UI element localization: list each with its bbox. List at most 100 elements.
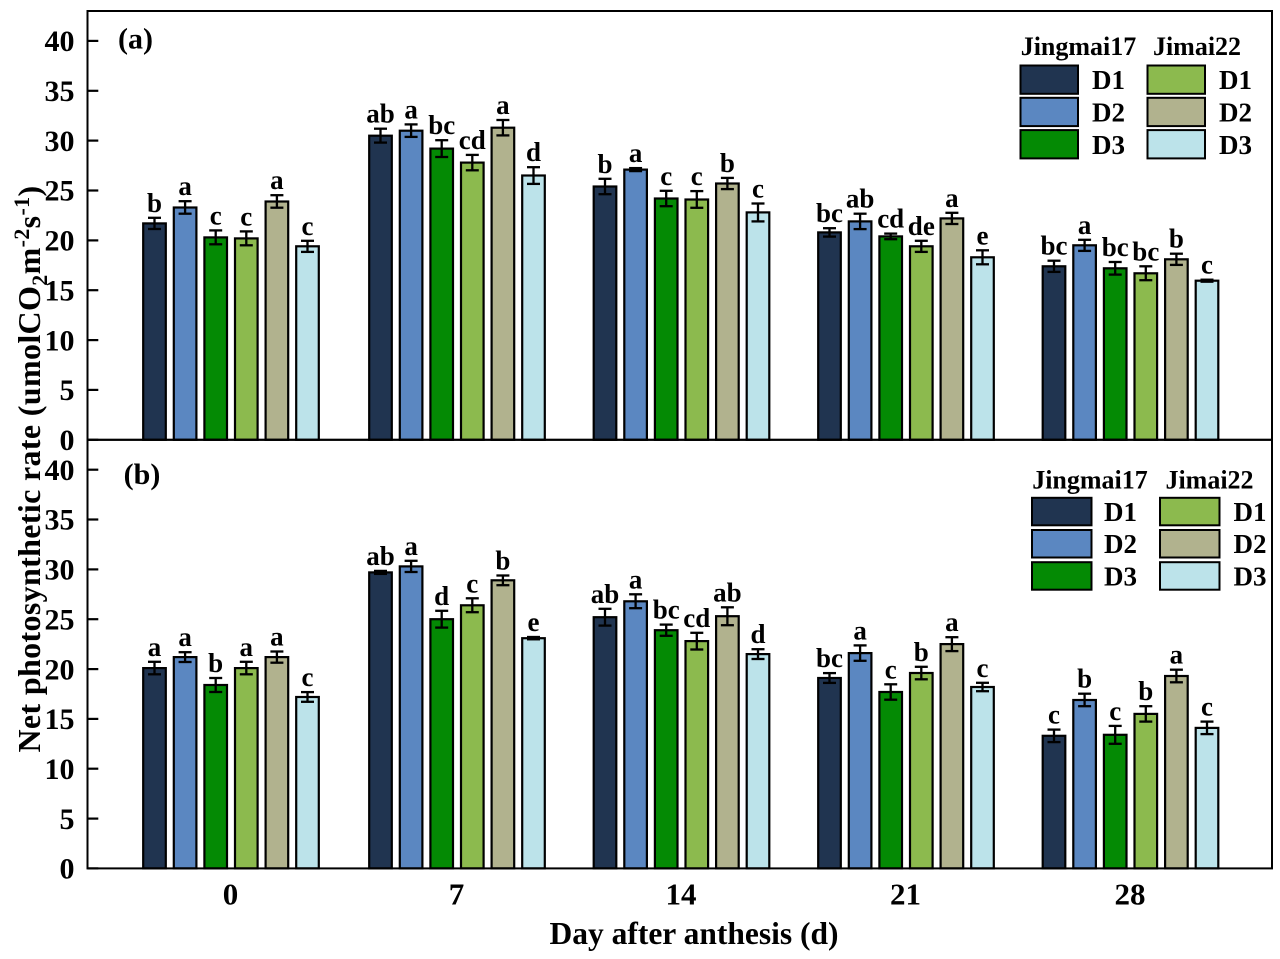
svg-text:a: a <box>496 90 510 120</box>
svg-text:c: c <box>977 653 989 683</box>
svg-text:Day after anthesis (d): Day after anthesis (d) <box>550 916 839 951</box>
svg-text:d: d <box>750 619 765 649</box>
svg-text:7: 7 <box>449 876 465 911</box>
svg-text:c: c <box>1201 250 1213 280</box>
svg-text:Jingmai17: Jingmai17 <box>1021 32 1137 61</box>
svg-text:b: b <box>597 149 612 179</box>
svg-text:D2: D2 <box>1234 529 1267 559</box>
svg-text:c: c <box>466 568 478 598</box>
svg-text:c: c <box>885 654 897 684</box>
svg-text:c: c <box>210 200 222 230</box>
svg-text:40: 40 <box>45 25 75 58</box>
svg-text:a: a <box>1170 640 1184 670</box>
svg-text:0: 0 <box>223 876 239 911</box>
svg-text:D2: D2 <box>1092 98 1125 128</box>
svg-text:(a): (a) <box>118 23 153 56</box>
svg-text:e: e <box>977 220 989 250</box>
svg-text:a: a <box>148 632 162 662</box>
svg-text:a: a <box>629 138 643 168</box>
svg-text:ab: ab <box>366 99 395 129</box>
svg-text:a: a <box>853 615 867 645</box>
svg-text:D1: D1 <box>1104 497 1137 527</box>
svg-text:b: b <box>720 148 735 178</box>
svg-text:0: 0 <box>60 424 75 457</box>
svg-text:35: 35 <box>45 504 75 537</box>
svg-text:a: a <box>178 622 192 652</box>
svg-text:20: 20 <box>45 653 75 686</box>
svg-text:Jimai22: Jimai22 <box>1153 32 1241 61</box>
svg-text:D1: D1 <box>1219 65 1252 95</box>
svg-text:e: e <box>528 607 540 637</box>
svg-text:30: 30 <box>45 125 75 158</box>
svg-text:c: c <box>660 161 672 191</box>
svg-text:cd: cd <box>459 125 486 155</box>
svg-text:D3: D3 <box>1234 562 1267 592</box>
svg-text:D3: D3 <box>1104 562 1137 592</box>
svg-text:bc: bc <box>1041 231 1068 261</box>
svg-text:c: c <box>1109 696 1121 726</box>
svg-text:bc: bc <box>653 595 680 625</box>
svg-text:30: 30 <box>45 554 75 587</box>
svg-text:(b): (b) <box>124 458 161 491</box>
svg-text:c: c <box>691 161 703 191</box>
svg-text:c: c <box>240 201 252 231</box>
svg-text:b: b <box>495 546 510 576</box>
svg-text:15: 15 <box>45 703 75 736</box>
svg-text:bc: bc <box>816 198 843 228</box>
svg-text:a: a <box>629 564 643 594</box>
svg-text:a: a <box>240 632 254 662</box>
svg-text:10: 10 <box>45 753 75 786</box>
svg-text:25: 25 <box>45 175 75 208</box>
svg-text:a: a <box>404 94 418 124</box>
svg-text:a: a <box>178 171 192 201</box>
svg-text:c: c <box>302 211 314 241</box>
svg-text:c: c <box>302 662 314 692</box>
svg-text:c: c <box>752 174 764 204</box>
svg-text:D1: D1 <box>1234 497 1267 527</box>
svg-text:25: 25 <box>45 603 75 636</box>
svg-text:D1: D1 <box>1092 65 1125 95</box>
svg-text:D3: D3 <box>1219 130 1252 160</box>
svg-text:b: b <box>147 188 162 218</box>
svg-text:d: d <box>526 137 541 167</box>
svg-text:c: c <box>1048 700 1060 730</box>
svg-text:40: 40 <box>45 454 75 487</box>
svg-text:15: 15 <box>45 274 75 307</box>
svg-text:ab: ab <box>591 579 620 609</box>
svg-text:D2: D2 <box>1219 98 1252 128</box>
svg-text:14: 14 <box>666 876 697 911</box>
svg-text:20: 20 <box>45 225 75 258</box>
svg-text:D2: D2 <box>1104 529 1137 559</box>
svg-text:35: 35 <box>45 75 75 108</box>
svg-text:bc: bc <box>816 643 843 673</box>
svg-text:b: b <box>914 637 929 667</box>
svg-text:d: d <box>434 581 449 611</box>
svg-text:b: b <box>1138 676 1153 706</box>
svg-text:cd: cd <box>877 204 904 234</box>
svg-text:a: a <box>270 622 284 652</box>
svg-text:a: a <box>270 165 284 195</box>
svg-text:28: 28 <box>1115 876 1146 911</box>
svg-text:Jingmai17: Jingmai17 <box>1032 466 1148 495</box>
svg-text:cd: cd <box>683 603 710 633</box>
svg-text:ab: ab <box>366 541 395 571</box>
svg-text:ab: ab <box>713 577 742 607</box>
svg-text:a: a <box>945 183 959 213</box>
svg-text:b: b <box>208 648 223 678</box>
svg-text:bc: bc <box>1102 232 1129 262</box>
svg-text:bc: bc <box>1132 236 1159 266</box>
svg-text:D3: D3 <box>1092 130 1125 160</box>
svg-text:10: 10 <box>45 324 75 357</box>
svg-text:b: b <box>1169 224 1184 254</box>
svg-text:5: 5 <box>60 803 75 836</box>
svg-text:c: c <box>1201 692 1213 722</box>
svg-text:a: a <box>404 531 418 561</box>
svg-text:bc: bc <box>428 110 455 140</box>
svg-text:b: b <box>1077 664 1092 694</box>
svg-text:Net photosynthetic rate (umolC: Net photosynthetic rate (umolCO2m-2s-1) <box>9 185 52 752</box>
svg-text:5: 5 <box>60 374 75 407</box>
svg-text:ab: ab <box>846 184 875 214</box>
svg-text:Jimai22: Jimai22 <box>1165 466 1253 495</box>
svg-text:a: a <box>945 607 959 637</box>
svg-text:21: 21 <box>890 876 921 911</box>
